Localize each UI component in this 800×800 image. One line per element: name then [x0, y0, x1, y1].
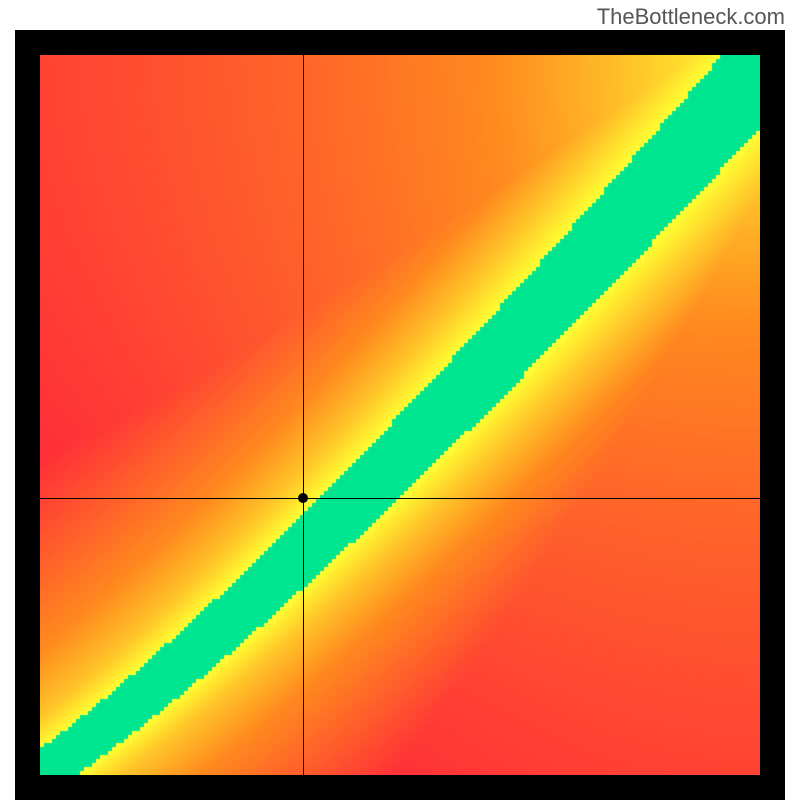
watermark-text: TheBottleneck.com	[597, 4, 785, 30]
chart-container: TheBottleneck.com	[0, 0, 800, 800]
crosshair-horizontal	[40, 498, 760, 499]
heatmap-canvas	[40, 55, 760, 775]
heatmap-plot	[40, 55, 760, 775]
crosshair-vertical	[303, 55, 304, 775]
chart-frame	[15, 30, 785, 800]
crosshair-dot	[298, 493, 308, 503]
